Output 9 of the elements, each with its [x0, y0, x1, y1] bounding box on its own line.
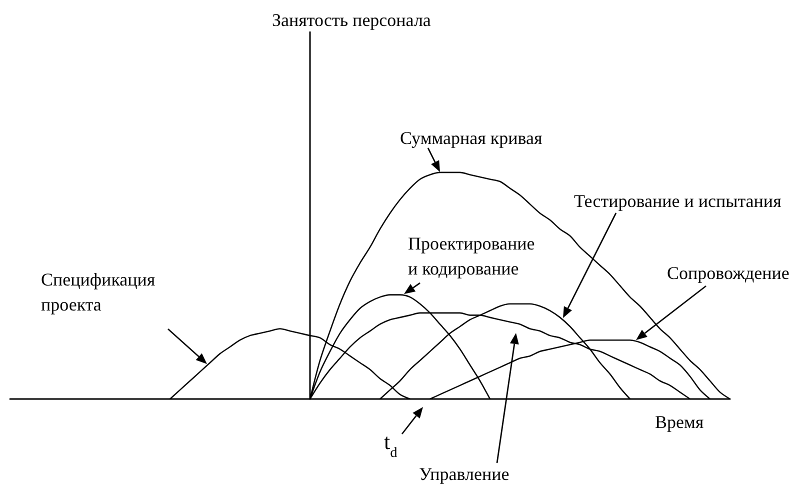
series-label: Проектирование и кодирование	[408, 234, 535, 278]
text: Тестирование и испытания	[574, 191, 782, 211]
text: t$_{d}$	[384, 429, 398, 461]
text: Спецификация проекта	[41, 270, 156, 314]
series-label: Суммарная кривая	[400, 128, 542, 148]
x-axis-title: Время	[655, 412, 704, 432]
text: Сопровождение	[667, 263, 790, 283]
text: Управление	[419, 464, 510, 484]
text: Занятость персонала	[272, 10, 431, 30]
